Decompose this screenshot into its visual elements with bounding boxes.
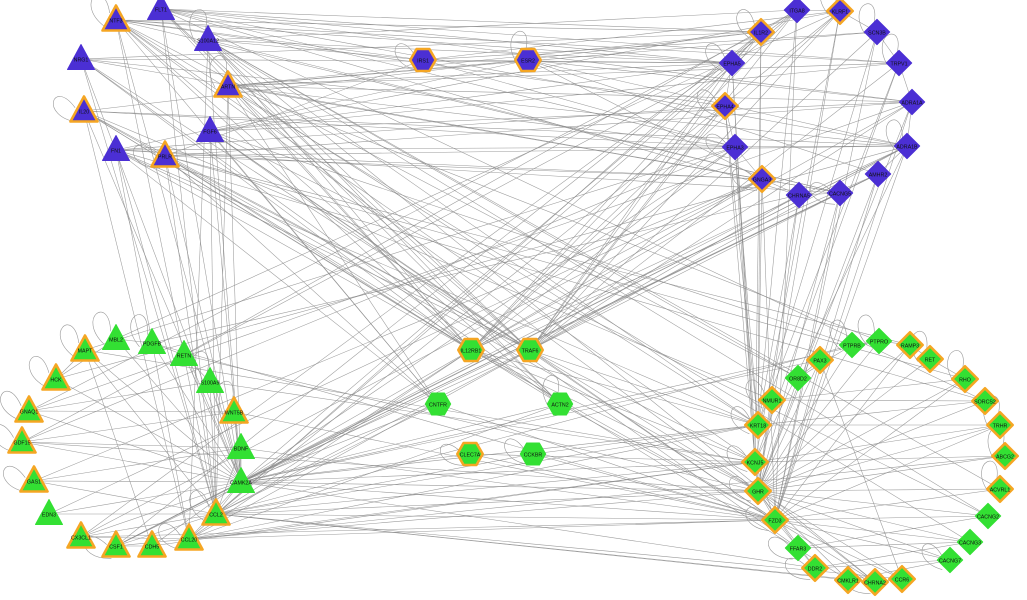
svg-text:SORCS2: SORCS2	[974, 400, 996, 406]
svg-text:CDH5: CDH5	[145, 545, 159, 551]
svg-text:RHO: RHO	[959, 378, 971, 384]
svg-text:PRLR: PRLR	[158, 155, 172, 161]
svg-text:BDNF: BDNF	[234, 447, 249, 453]
svg-text:CX3CL1: CX3CL1	[71, 536, 91, 542]
svg-text:FGF6: FGF6	[203, 130, 217, 136]
svg-text:TRPV1: TRPV1	[890, 62, 907, 68]
svg-text:ADRA1B: ADRA1B	[896, 145, 918, 151]
svg-text:WNT5B: WNT5B	[225, 411, 244, 417]
svg-text:HCK: HCK	[50, 378, 62, 384]
svg-text:CCL2: CCL2	[209, 513, 223, 519]
svg-text:RAMP3: RAMP3	[901, 344, 919, 350]
svg-text:TRHR: TRHR	[993, 424, 1008, 430]
svg-text:NTF3: NTF3	[109, 19, 122, 25]
svg-text:GAS1: GAS1	[27, 480, 41, 486]
svg-text:PTPRB: PTPRB	[843, 344, 861, 350]
svg-text:ADRA1A: ADRA1A	[901, 101, 923, 107]
svg-text:NMUR1: NMUR1	[763, 399, 782, 405]
svg-text:IRS1: IRS1	[417, 59, 429, 65]
svg-text:OR8D2: OR8D2	[789, 377, 807, 383]
svg-text:CCR6: CCR6	[895, 578, 909, 584]
svg-text:GHR: GHR	[752, 490, 764, 496]
svg-text:KRT18: KRT18	[750, 424, 766, 430]
svg-text:CCL20: CCL20	[181, 538, 198, 544]
svg-text:CAMK2A: CAMK2A	[230, 481, 252, 487]
svg-text:CACNG7: CACNG7	[939, 559, 961, 565]
svg-text:AMHR2: AMHR2	[869, 173, 888, 179]
svg-text:PDGFB: PDGFB	[143, 342, 162, 348]
svg-text:RETN: RETN	[177, 354, 192, 360]
svg-text:CLEC7A: CLEC7A	[460, 453, 481, 459]
svg-text:CACNG3: CACNG3	[959, 541, 981, 547]
svg-text:ACVRL1: ACVRL1	[990, 488, 1011, 494]
svg-text:ESR2: ESR2	[521, 59, 535, 65]
svg-text:EPHA4: EPHA4	[716, 105, 733, 111]
svg-text:IL12RB1: IL12RB1	[461, 349, 482, 355]
svg-text:EPHA3: EPHA3	[726, 146, 743, 152]
svg-text:GNGA3: GNGA3	[753, 178, 772, 184]
svg-text:MBL2: MBL2	[109, 338, 123, 344]
svg-text:FFAR3: FFAR3	[790, 547, 807, 553]
svg-text:GDF15: GDF15	[13, 441, 30, 447]
svg-text:CHRNA5: CHRNA5	[788, 194, 810, 200]
svg-text:TRAF6: TRAF6	[522, 349, 539, 355]
svg-text:CCKBR: CCKBR	[524, 453, 543, 459]
svg-text:ITGA8: ITGA8	[789, 9, 804, 15]
svg-text:NRG1: NRG1	[74, 58, 89, 64]
svg-text:FZD3: FZD3	[768, 519, 781, 525]
svg-text:CHRNA2: CHRNA2	[864, 581, 886, 587]
svg-text:CMKLR1: CMKLR1	[837, 579, 859, 585]
svg-text:ARTN: ARTN	[221, 85, 235, 91]
svg-text:EPHA5: EPHA5	[723, 62, 740, 68]
svg-text:CSF1: CSF1	[109, 545, 123, 551]
svg-text:DDR2: DDR2	[808, 567, 822, 573]
svg-text:KCNJ5: KCNJ5	[747, 461, 764, 467]
svg-text:CACNG2: CACNG2	[977, 515, 999, 521]
svg-text:S100A12: S100A12	[197, 39, 219, 45]
svg-text:ACTN2: ACTN2	[551, 403, 568, 409]
svg-text:CNTFR: CNTFR	[429, 403, 447, 409]
svg-text:PTPRO: PTPRO	[870, 340, 888, 346]
svg-text:MAPT: MAPT	[78, 349, 93, 355]
svg-text:FN1: FN1	[111, 149, 121, 155]
svg-text:S100A9: S100A9	[201, 381, 220, 387]
svg-text:IL20: IL20	[79, 110, 89, 116]
svg-text:EDN3: EDN3	[42, 513, 56, 519]
svg-text:CACNG5: CACNG5	[829, 192, 851, 198]
svg-text:PAX3: PAX3	[813, 359, 826, 365]
svg-text:KLRF1: KLRF1	[832, 10, 849, 16]
svg-text:FLT1: FLT1	[155, 8, 167, 14]
svg-text:SCN3B: SCN3B	[868, 31, 886, 37]
svg-text:ABCG2: ABCG2	[996, 455, 1014, 461]
svg-text:RET: RET	[925, 358, 936, 364]
svg-text:IL1R2: IL1R2	[754, 31, 768, 37]
svg-text:GNAQ1: GNAQ1	[20, 410, 39, 416]
